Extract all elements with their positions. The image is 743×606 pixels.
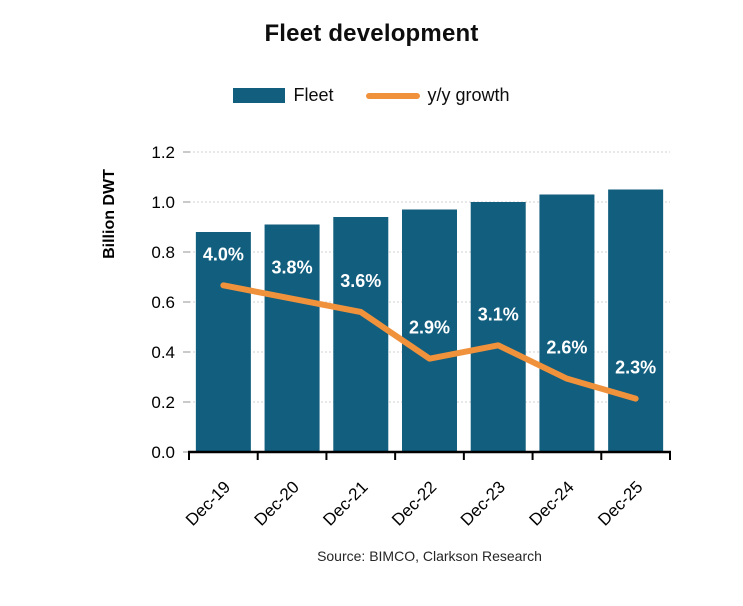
- fleet-bar-swatch-icon: [233, 88, 286, 103]
- growth-data-label: 2.3%: [615, 358, 656, 378]
- growth-data-label: 2.9%: [409, 318, 450, 338]
- y-axis-tick-label: 1.2: [151, 143, 175, 162]
- y-axis-tick-label: 0.4: [151, 343, 175, 362]
- growth-data-label: 3.6%: [340, 271, 381, 291]
- growth-data-label: 2.6%: [546, 338, 587, 358]
- growth-data-label: 3.8%: [272, 258, 313, 278]
- fleet-bar: [264, 224, 320, 452]
- y-axis-tick-label: 0.0: [151, 443, 175, 462]
- y-axis-tick-label: 1.0: [151, 193, 175, 212]
- legend-item-growth: y/y growth: [365, 85, 510, 106]
- x-axis-label: Dec-19: [182, 477, 234, 529]
- growth-line: [220, 282, 639, 402]
- y-axis-tick-label: 0.8: [151, 243, 175, 262]
- y-axis-title: Billion DWT: [101, 169, 118, 259]
- fleet-bar: [608, 189, 664, 452]
- x-axis-label: Dec-21: [319, 477, 371, 529]
- y-axis-tick-label: 0.2: [151, 393, 175, 412]
- fleet-bar: [333, 217, 389, 452]
- fleet-bar: [195, 232, 251, 452]
- legend-item-fleet: Fleet: [233, 85, 334, 106]
- growth-data-label: 3.1%: [478, 304, 519, 324]
- growth-line-swatch-icon: [365, 92, 420, 99]
- legend-label-fleet: Fleet: [293, 85, 334, 105]
- fleet-bar: [402, 209, 457, 452]
- legend: Fleet y/y growth: [0, 85, 743, 106]
- y-axis-tick-label: 0.6: [151, 293, 175, 312]
- growth-data-label: 4.0%: [203, 244, 244, 264]
- x-axis-label: Dec-20: [251, 477, 303, 529]
- source-note: Source: BIMCO, Clarkson Research: [317, 548, 542, 564]
- x-axis-label: Dec-24: [526, 477, 578, 529]
- chart-title: Fleet development: [264, 20, 479, 47]
- x-axis-label: Dec-23: [457, 477, 509, 529]
- fleet-bar: [539, 194, 595, 452]
- x-axis-label: Dec-22: [388, 477, 440, 529]
- x-axis-label: Dec-25: [594, 477, 646, 529]
- fleet-bar: [470, 202, 526, 452]
- legend-label-growth: y/y growth: [427, 85, 510, 105]
